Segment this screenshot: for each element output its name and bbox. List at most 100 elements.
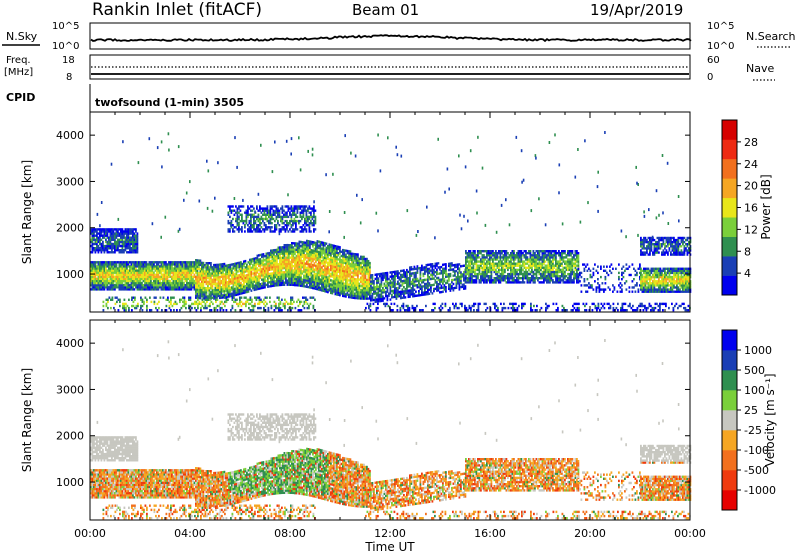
power-cell (181, 288, 184, 291)
power-cell (253, 284, 256, 287)
power-cell (100, 286, 103, 289)
power-cell (280, 273, 283, 276)
power-cell (249, 281, 251, 284)
power-cell (108, 271, 110, 274)
power-cell (238, 288, 241, 291)
power-cell (162, 288, 164, 291)
power-cell (189, 261, 191, 264)
power-cell (213, 268, 215, 271)
power-cell (262, 257, 265, 260)
power-cell (102, 263, 104, 266)
power-cell (268, 285, 271, 288)
power-cell (249, 264, 251, 268)
power-cell (141, 273, 143, 276)
power-cell (100, 263, 103, 266)
power-cell (165, 263, 167, 266)
power-cell (249, 262, 251, 266)
power-cell (246, 276, 248, 279)
power-cell (111, 286, 113, 289)
power-cell (240, 263, 242, 266)
power-cell (169, 286, 172, 289)
power-cell (285, 262, 287, 266)
power-cell (262, 255, 265, 258)
power-cell (628, 265, 631, 268)
power-cell (214, 272, 217, 275)
power-cell (190, 275, 193, 279)
power-cell (195, 269, 197, 272)
power-cell (259, 285, 262, 288)
power-cell (163, 265, 166, 268)
power-cell (193, 284, 196, 287)
power-cell (303, 280, 305, 284)
power-cell (208, 270, 211, 273)
power-cell (280, 265, 283, 268)
power-cell (490, 275, 493, 278)
power-cell (169, 261, 172, 264)
power-cell (262, 267, 265, 271)
power-cell (304, 262, 307, 265)
power-cell (304, 281, 307, 284)
power-cell (264, 279, 266, 283)
power-cell (243, 270, 245, 274)
power-cell (309, 286, 311, 289)
power-cell (247, 290, 250, 293)
power-cell (127, 269, 130, 272)
power-cell (96, 269, 98, 272)
power-cell (97, 265, 100, 268)
power-cell (315, 266, 317, 270)
power-cell (193, 263, 196, 266)
power-cell (235, 279, 238, 282)
power-cell (108, 288, 110, 291)
power-cell (234, 266, 236, 270)
power-cell (298, 246, 301, 250)
power-cell (273, 278, 275, 281)
power-cell (419, 271, 422, 274)
power-cell (507, 252, 509, 255)
power-cell (271, 251, 274, 254)
power-cell (211, 280, 214, 284)
power-cell (573, 270, 575, 274)
power-cell (283, 252, 286, 255)
power-cell (217, 282, 220, 285)
power-cell (310, 286, 313, 289)
power-cell (205, 262, 208, 265)
power-cell (154, 288, 157, 291)
power-cell (97, 271, 100, 274)
power-cell (246, 267, 248, 271)
power-cell (148, 281, 151, 285)
power-cell (241, 271, 244, 274)
power-cell (318, 275, 320, 279)
freq-right-tick-top: 60 (707, 55, 720, 66)
power-cell (90, 284, 92, 287)
power-cell (235, 291, 238, 294)
power-cell (190, 273, 193, 276)
power-cell (246, 265, 248, 269)
power-cell (157, 277, 160, 281)
power-cell (198, 265, 200, 268)
power-cell (198, 290, 200, 293)
power-cell (93, 275, 95, 279)
power-cell (303, 276, 305, 280)
power-cell (162, 261, 164, 264)
power-cell (449, 272, 452, 276)
power-cell (237, 264, 239, 267)
power-cell (228, 268, 230, 271)
power-cell (237, 278, 239, 281)
power-cell (250, 274, 253, 278)
power-cell (127, 265, 130, 268)
power-cell (148, 273, 151, 276)
power-cell (270, 280, 272, 284)
power-cell (118, 263, 121, 266)
power-cell (300, 259, 302, 262)
power-cell (316, 240, 319, 243)
power-cell (144, 269, 146, 272)
power-cell (121, 277, 124, 281)
power-cell (252, 280, 254, 284)
power-cell (175, 284, 178, 287)
power-cell (129, 269, 131, 272)
power-cell (99, 277, 101, 281)
power-cell (111, 273, 113, 276)
power-cell (157, 288, 160, 291)
power-cell (598, 284, 601, 287)
power-cell (271, 272, 274, 275)
